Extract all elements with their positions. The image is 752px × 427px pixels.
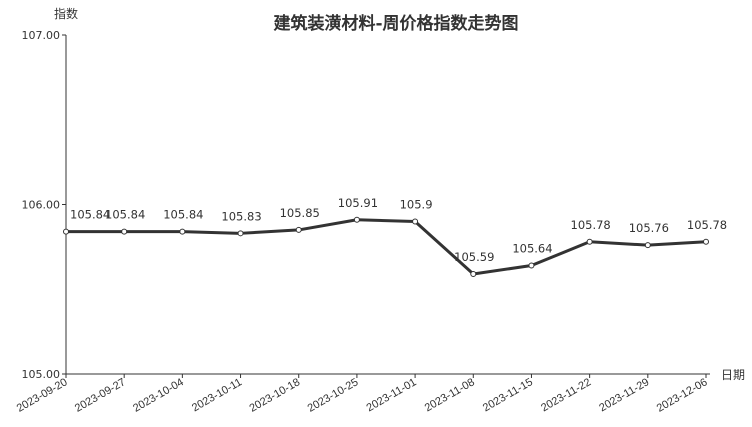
data-label: 105.84 xyxy=(105,208,145,222)
y-axis-label: 指数 xyxy=(54,6,78,21)
data-label: 105.84 xyxy=(163,208,203,222)
data-point xyxy=(179,228,186,235)
data-label: 105.59 xyxy=(454,250,494,264)
data-point xyxy=(470,270,477,277)
x-tick-label: 2023-10-18 xyxy=(247,376,302,415)
data-point xyxy=(295,226,302,233)
data-point xyxy=(63,228,69,235)
data-point xyxy=(353,216,360,223)
data-label: 105.9 xyxy=(400,197,433,211)
x-tick-label: 2023-10-11 xyxy=(190,376,244,414)
x-tick-label: 2023-11-22 xyxy=(539,376,593,414)
data-point xyxy=(412,218,419,225)
y-tick-label: 107.00 xyxy=(22,29,61,42)
data-point xyxy=(121,228,128,235)
x-axis-label: 日期 xyxy=(721,368,745,382)
x-tick-label: 2023-11-15 xyxy=(481,376,535,414)
y-tick-label: 105.00 xyxy=(22,368,61,381)
data-label: 105.78 xyxy=(571,218,611,232)
x-tick-label: 2023-09-20 xyxy=(15,376,70,415)
series-line xyxy=(66,218,707,276)
x-tick-label: 2023-10-04 xyxy=(131,376,186,415)
x-tick-label: 2023-11-29 xyxy=(597,376,651,414)
data-point xyxy=(586,238,593,245)
data-label: 105.76 xyxy=(629,221,669,235)
data-point xyxy=(644,242,651,249)
data-point xyxy=(703,238,709,245)
x-tick-label: 2023-11-01 xyxy=(365,376,419,414)
data-label: 105.84 xyxy=(70,208,110,222)
x-tick-label: 2023-12-06 xyxy=(655,376,710,415)
data-label: 105.85 xyxy=(280,206,320,220)
data-point xyxy=(237,230,244,237)
data-label: 105.78 xyxy=(687,218,727,232)
data-label: 105.91 xyxy=(338,196,378,210)
x-tick-label: 2023-11-08 xyxy=(423,376,477,414)
data-label: 105.83 xyxy=(221,209,261,223)
data-label: 105.64 xyxy=(512,242,552,256)
x-tick-label: 2023-09-27 xyxy=(73,376,128,415)
x-tick-label: 2023-10-25 xyxy=(306,376,361,415)
data-point xyxy=(528,262,535,269)
chart-title: 建筑装潢材料-周价格指数走势图 xyxy=(273,13,518,34)
y-tick-label: 106.00 xyxy=(22,199,61,212)
